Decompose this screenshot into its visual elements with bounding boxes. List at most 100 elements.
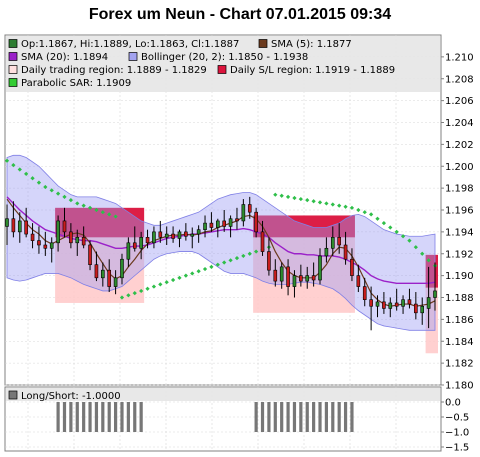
legend-label: Daily trading region: 1.1889 - 1.1829 (21, 65, 207, 76)
long-short-bar (107, 402, 111, 432)
long-short-bar (318, 402, 322, 432)
candle-up (101, 269, 105, 279)
candle-up (330, 237, 335, 249)
sar-dot (209, 264, 214, 269)
sl-region (253, 215, 355, 238)
sar-dot (145, 286, 150, 291)
sar-dot (362, 210, 367, 215)
tick-label: 1.196 (445, 206, 474, 217)
sar-dot (177, 275, 182, 280)
candles (5, 196, 437, 331)
sar-dot (139, 288, 144, 294)
legend-swatch (8, 78, 18, 87)
candle-down (362, 286, 367, 300)
tick-label: 0.0 (445, 398, 461, 409)
sar-dot (381, 221, 387, 226)
long-short-bar (120, 402, 124, 432)
tick-label: 1.190 (445, 271, 474, 282)
long-short-bar (286, 402, 290, 432)
tick-label: −0.5 (445, 413, 469, 424)
candle-up (426, 297, 431, 309)
sar-dot (36, 180, 42, 185)
candle-down (299, 275, 303, 282)
candle-down (407, 299, 412, 305)
candle-up (292, 275, 297, 287)
sar-dot (343, 204, 348, 209)
sar-dot (170, 277, 176, 283)
long-short-bar (82, 402, 86, 432)
candle-up (216, 220, 220, 228)
candle-up (196, 229, 201, 235)
long-short-bar (113, 402, 118, 432)
sar-dot (426, 258, 431, 263)
long-short-bar (75, 402, 79, 432)
sar-dot (24, 171, 29, 177)
sar-dot (94, 207, 99, 213)
candle-down (94, 264, 99, 279)
candle-up (318, 255, 322, 281)
candle-up (164, 233, 169, 238)
sar-dot (202, 266, 208, 272)
sar-dot (311, 199, 316, 204)
tick-label: 1.202 (445, 140, 474, 151)
candle-up (5, 218, 9, 227)
legend-swatch (8, 390, 18, 400)
candle-up (190, 233, 195, 237)
candle-down (394, 302, 399, 307)
sar-dot (11, 163, 16, 168)
sar-dot (337, 203, 342, 208)
long-short-bar (299, 402, 303, 432)
long-short-axis: 0.0 −0.5 −1.0 −1.5 (441, 398, 469, 454)
candle-down (171, 233, 175, 239)
legend-swatch (128, 52, 138, 61)
sar-dot (49, 188, 54, 193)
legend-label: Long/Short: -1.0000 (21, 391, 121, 402)
sar-dot (183, 273, 188, 278)
candle-up (49, 242, 54, 249)
candle-down (30, 233, 35, 241)
candle-down (69, 231, 73, 244)
candle-up (401, 299, 405, 307)
candle-up (420, 305, 425, 314)
candle-down (62, 220, 67, 233)
legend-label: SMA (5): 1.1877 (271, 39, 352, 50)
sar-dot (100, 210, 105, 215)
candle-down (107, 269, 112, 287)
price-legend: Op:1.1867, Hi:1.1889, Lo:1.1863, Cl:1.18… (6, 36, 440, 92)
tick-label: 1.200 (445, 162, 474, 173)
long-short-bar (139, 402, 143, 432)
sar-dot (190, 271, 195, 276)
tick-label: 1.204 (445, 118, 474, 129)
tick-label: 1.210 (445, 52, 474, 63)
sar-dot (388, 225, 393, 230)
long-short-bar (56, 402, 60, 432)
long-short-bar (126, 402, 130, 432)
candle-up (228, 218, 233, 227)
long-short-bar (88, 402, 92, 432)
candle-down (350, 258, 354, 276)
candle-down (235, 218, 239, 222)
candle-up (177, 231, 182, 239)
long-short-bar (94, 402, 99, 432)
candle-up (120, 258, 124, 279)
candle-up (113, 277, 118, 287)
candle-down (343, 244, 348, 260)
tick-label: 1.188 (445, 293, 474, 304)
legend-label: Parabolic SAR: 1.1909 (21, 78, 131, 89)
candle-down (88, 244, 92, 265)
tick-label: 1.184 (445, 337, 474, 348)
sar-dot (400, 234, 406, 239)
sar-dot (273, 192, 278, 197)
candle-down (184, 231, 188, 237)
candle-down (286, 266, 290, 287)
long-short-bar (350, 402, 354, 432)
legend-label: SMA (20): 1.1894 (21, 52, 108, 63)
long-short-bar (101, 402, 105, 432)
candle-up (305, 275, 310, 282)
sar-dot (132, 291, 137, 296)
candle-down (81, 237, 86, 246)
sar-dot (407, 238, 412, 243)
long-short-bar (267, 402, 271, 432)
long-short-bar (254, 402, 258, 432)
